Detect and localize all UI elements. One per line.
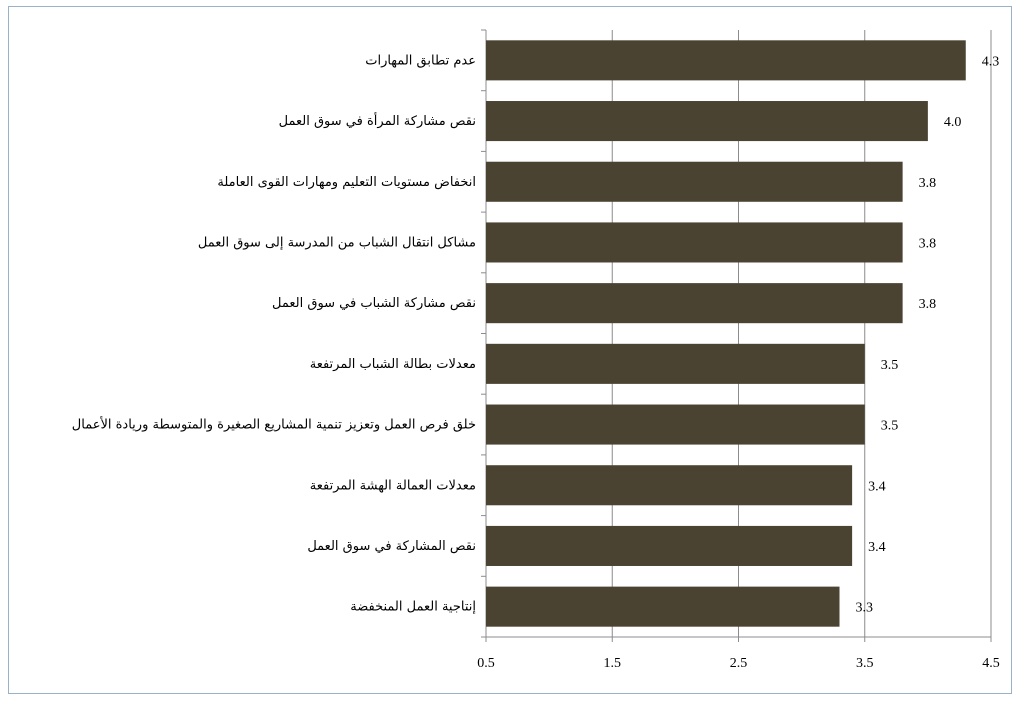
x-tick-label: 0.5: [477, 656, 495, 671]
category-label: معدلات العمالة الهشة المرتفعة: [310, 478, 476, 493]
category-label: نقص المشاركة في سوق العمل: [307, 539, 476, 554]
x-tick-label: 3.5: [856, 656, 874, 671]
x-tick-label: 2.5: [730, 656, 748, 671]
value-label: 3.8: [919, 297, 937, 312]
bar: [486, 222, 903, 263]
value-label: 3.8: [919, 236, 937, 251]
value-label: 3.3: [856, 601, 874, 616]
x-tick-label: 1.5: [604, 656, 622, 671]
bar: [486, 283, 903, 324]
value-label: 3.4: [868, 479, 886, 494]
value-label: 4.3: [982, 54, 1000, 69]
value-label: 3.5: [881, 419, 899, 434]
bar: [486, 465, 853, 506]
bar: [486, 161, 903, 202]
value-label: 3.4: [868, 540, 886, 555]
category-label: خلق فرص العمل وتعزيز تنمية المشاريع الصغ…: [72, 416, 476, 433]
value-label: 4.0: [944, 115, 962, 130]
bar: [486, 525, 853, 566]
category-label: انخفاض مستويات التعليم ومهارات القوى الع…: [217, 175, 476, 190]
bar: [486, 404, 865, 445]
bar: [486, 40, 966, 81]
value-label: 3.5: [881, 358, 899, 373]
category-label: عدم تطابق المهارات: [365, 53, 476, 68]
category-label: مشاكل انتقال الشباب من المدرسة إلى سوق ا…: [198, 235, 476, 250]
x-tick-label: 4.5: [982, 656, 1000, 671]
category-label: إنتاجية العمل المنخفضة: [350, 600, 476, 615]
category-label: معدلات بطالة الشباب المرتفعة: [310, 357, 476, 372]
category-label: نقص مشاركة الشباب في سوق العمل: [272, 296, 476, 311]
category-label: نقص مشاركة المرأة في سوق العمل: [279, 112, 476, 129]
bar: [486, 101, 928, 142]
value-label: 3.8: [919, 176, 937, 191]
bar: [486, 343, 865, 384]
bar: [486, 586, 840, 627]
